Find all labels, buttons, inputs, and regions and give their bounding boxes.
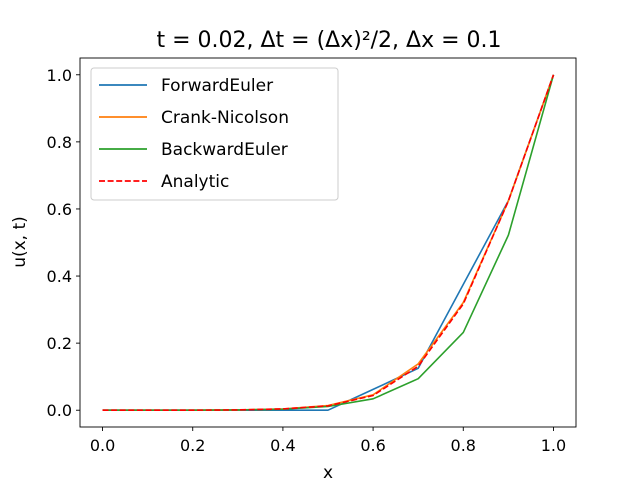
x-axis-label: x bbox=[323, 463, 333, 480]
legend-label-3: Analytic bbox=[161, 172, 229, 192]
x-tick-label: 0.8 bbox=[451, 436, 476, 455]
legend-label-2: BackwardEuler bbox=[161, 140, 288, 160]
legend-label-1: Crank-Nicolson bbox=[161, 108, 289, 128]
x-tick-label: 0.4 bbox=[270, 436, 295, 455]
y-axis-label: u(x, t) bbox=[10, 216, 30, 268]
x-tick-label: 0.2 bbox=[180, 436, 205, 455]
axes-frame bbox=[79, 57, 577, 428]
y-tick-label: 0.2 bbox=[47, 334, 72, 353]
x-tick-label: 0.6 bbox=[360, 436, 385, 455]
series-line-3 bbox=[102, 74, 555, 412]
legend-label-0: ForwardEuler bbox=[161, 76, 273, 96]
x-tick-label: 1.0 bbox=[541, 436, 566, 455]
plot-area: 0.0 0.2 0.4 0.6 0.8 1.0 0.0 0.2 0.4 0.6 0.8 1.0 bbox=[47, 57, 577, 455]
y-tick-label: 1.0 bbox=[47, 66, 72, 85]
chart-title: t = 0.02, Δt = (Δx)²/2, Δx = 0.1 bbox=[156, 28, 501, 53]
y-tick-label: 0.4 bbox=[47, 267, 72, 286]
legend: ForwardEuler Crank-Nicolson BackwardEuler A… bbox=[90, 67, 339, 201]
x-tick-label: 0.0 bbox=[90, 436, 115, 455]
y-tick-label: 0.6 bbox=[47, 200, 72, 219]
legend-box bbox=[90, 67, 339, 201]
y-tick-label: 0.8 bbox=[47, 133, 72, 152]
y-tick-label: 0.0 bbox=[47, 401, 72, 420]
